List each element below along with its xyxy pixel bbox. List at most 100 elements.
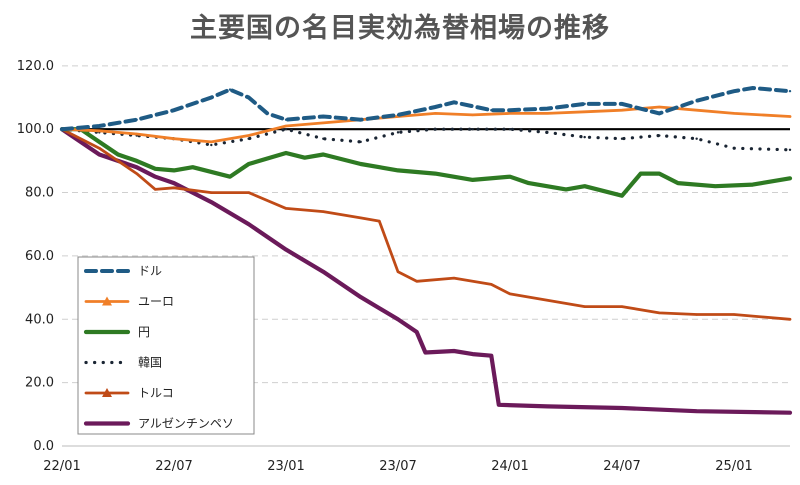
data-point-s2-27: [788, 177, 792, 180]
data-point-s2-5: [154, 167, 157, 170]
data-point-s1-1: [98, 129, 101, 132]
y-tick-label: 60.0: [25, 249, 54, 264]
data-point-s5-11: [415, 330, 418, 334]
data-point-s5-14: [471, 352, 474, 356]
data-point-s4-4: [172, 186, 176, 190]
data-point-s5-18: [620, 406, 624, 410]
data-point-s3-13: [546, 131, 549, 134]
y-tick-label: 20.0: [25, 376, 54, 391]
data-point-s4-12: [415, 280, 418, 283]
data-point-s4-3: [154, 188, 157, 191]
data-point-s4-17: [583, 305, 586, 308]
legend-label-5: アルゼンチンペソ: [138, 417, 234, 431]
data-point-s0-9: [322, 115, 325, 118]
data-point-s5-1: [98, 153, 101, 156]
data-point-s5-12: [424, 351, 427, 354]
data-point-s0-13: [452, 101, 456, 104]
data-point-s1-4: [210, 140, 213, 144]
data-point-s2-12: [322, 153, 325, 156]
data-point-s5-16: [497, 403, 500, 407]
data-point-s3-15: [620, 137, 624, 140]
data-point-s3-18: [732, 147, 736, 150]
data-point-s3-16: [658, 134, 661, 137]
data-point-s3-5: [247, 137, 250, 140]
data-point-s4-21: [732, 313, 736, 316]
x-tick-label: 24/01: [491, 459, 528, 474]
x-tick-label: 22/07: [155, 459, 192, 474]
data-point-s0-23: [788, 89, 792, 93]
data-point-s5-9: [359, 295, 362, 299]
x-tick-label: 22/01: [43, 459, 80, 474]
data-point-s1-13: [546, 112, 549, 115]
data-point-s0-19: [658, 112, 661, 115]
data-point-s5-10: [396, 318, 400, 321]
data-point-s3-19: [788, 148, 792, 151]
data-point-s2-15: [434, 172, 437, 175]
data-point-s0-1: [98, 124, 101, 128]
data-point-s4-19: [658, 311, 661, 315]
data-point-s0-11: [396, 113, 400, 117]
data-point-s1-15: [620, 108, 624, 112]
data-point-s3-6: [284, 128, 288, 131]
data-point-s4-6: [247, 191, 250, 194]
data-point-s4-11: [396, 270, 400, 273]
y-tick-label: 40.0: [25, 312, 54, 327]
x-tick-label: 23/07: [379, 459, 416, 474]
data-point-s0-20: [695, 99, 698, 102]
data-point-s2-17: [508, 175, 512, 178]
data-point-s5-4: [172, 181, 176, 185]
data-point-s2-13: [359, 162, 362, 166]
data-point-s0-5: [228, 88, 232, 91]
data-point-s4-1: [98, 147, 101, 150]
data-point-s2-6: [172, 169, 176, 172]
data-point-s5-8: [322, 270, 325, 273]
legend-label-1: ユーロ: [138, 295, 174, 309]
data-point-s2-7: [191, 166, 194, 169]
data-point-s5-2: [135, 166, 138, 169]
data-point-s2-14: [396, 169, 400, 172]
y-tick-label: 120.0: [17, 59, 54, 74]
legend-marker-1: [102, 296, 112, 306]
data-point-s2-22: [639, 172, 642, 175]
data-point-s3-11: [471, 128, 474, 131]
data-point-s3-12: [508, 128, 512, 131]
data-point-s3-4: [210, 143, 213, 147]
data-point-s5-13: [452, 349, 456, 353]
data-point-s0-4: [210, 96, 213, 99]
data-point-s3-7: [322, 137, 325, 140]
data-point-s4-15: [508, 292, 512, 296]
series-line-1: [60, 105, 792, 144]
y-tick-label: 100.0: [17, 122, 54, 137]
series-layer: [59, 85, 793, 415]
legend-label-2: 円: [138, 325, 150, 339]
data-point-s2-25: [714, 185, 717, 188]
data-point-s5-20: [788, 411, 792, 414]
data-point-s0-2: [135, 118, 138, 121]
data-point-s3-9: [396, 131, 400, 134]
data-point-s0-18: [620, 102, 624, 106]
data-point-s0-7: [266, 112, 269, 115]
data-point-s2-8: [228, 175, 232, 178]
data-point-s2-24: [676, 181, 680, 185]
data-point-s1-7: [322, 121, 325, 125]
data-point-s0-17: [583, 102, 586, 106]
data-point-s1-6: [284, 124, 288, 128]
data-point-s0-8: [284, 118, 288, 121]
data-point-s4-20: [695, 313, 698, 316]
data-point-s5-7: [284, 248, 288, 251]
data-point-s5-19: [695, 409, 698, 413]
data-point-s1-19: [788, 115, 792, 118]
data-point-s4-22: [788, 318, 792, 321]
data-point-s2-23: [658, 172, 661, 175]
data-point-s2-3: [116, 153, 120, 156]
legend-label-0: ドル: [138, 264, 162, 278]
data-point-s2-4: [135, 159, 138, 163]
data-point-s0-22: [751, 86, 754, 90]
y-tick-label: 0.0: [33, 439, 54, 454]
chart-title: 主要国の名目実効為替相場の推移: [190, 13, 610, 44]
data-point-s0-6: [247, 96, 250, 99]
data-point-s5-6: [247, 223, 250, 226]
data-point-s1-11: [471, 113, 474, 117]
